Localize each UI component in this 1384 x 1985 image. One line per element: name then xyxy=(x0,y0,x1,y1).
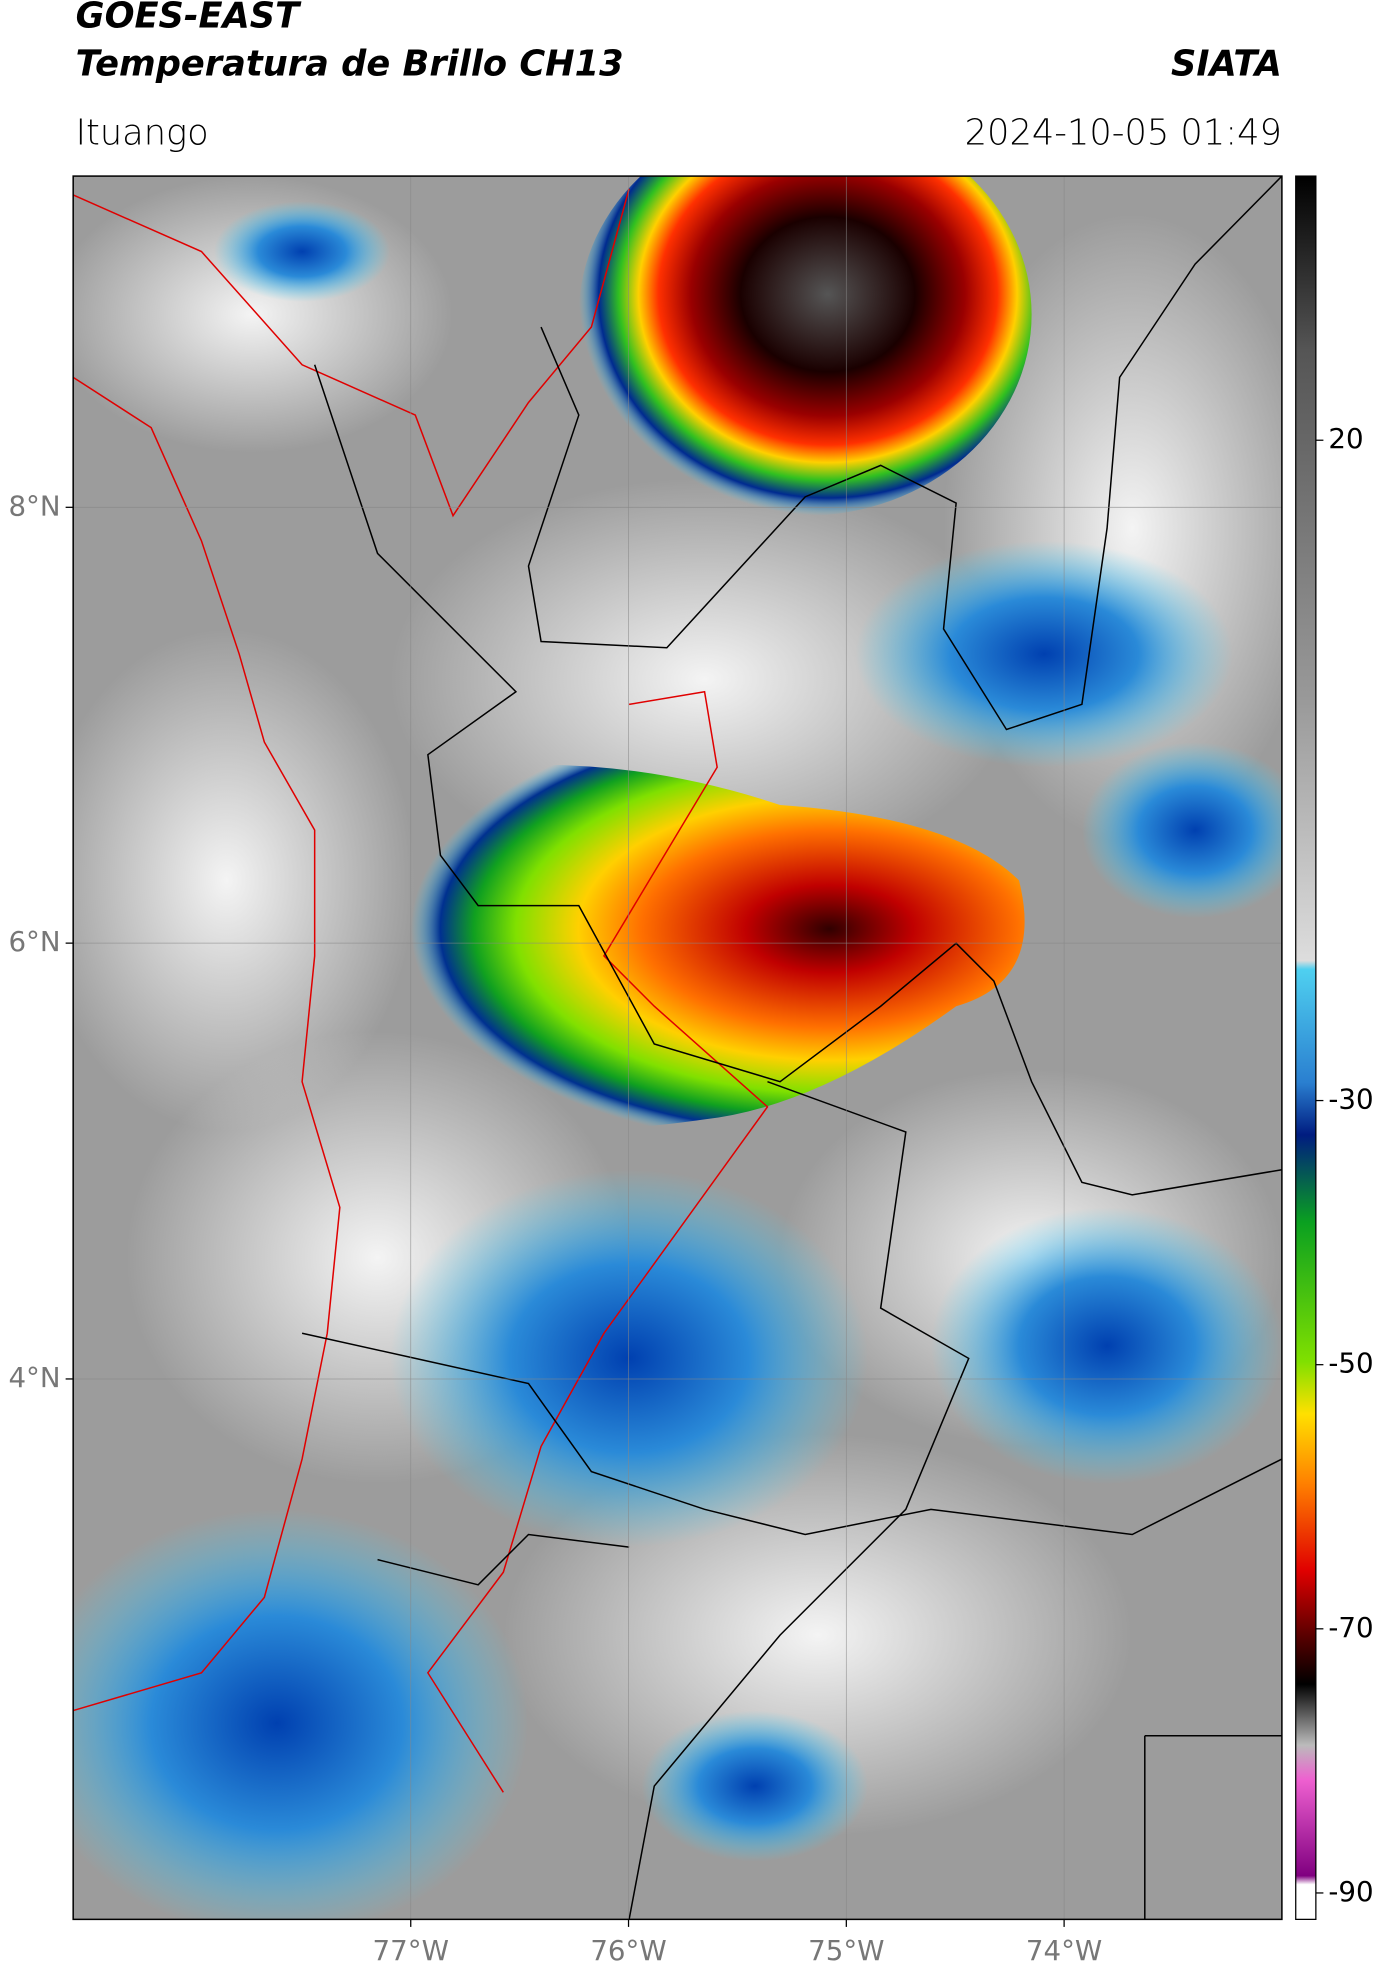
colorbar-tick-label: -90 xyxy=(1328,1875,1373,1908)
graticule xyxy=(73,176,1282,1920)
boundaries xyxy=(72,175,1283,1920)
x-tick-label: 75°W xyxy=(808,1934,884,1967)
x-tick-label: 74°W xyxy=(1026,1934,1102,1967)
location: Ituango xyxy=(76,113,209,154)
title: GOES-EAST xyxy=(76,0,302,37)
y-tick-label: 8°N xyxy=(8,489,60,522)
x-tick-label: 76°W xyxy=(590,1934,666,1967)
map-frame xyxy=(72,175,1283,1921)
colorbar xyxy=(1295,175,1317,1920)
colorbar-tick-label: 20 xyxy=(1328,422,1363,455)
colorbar-tick-label: -50 xyxy=(1328,1347,1373,1380)
x-tick-label: 77°W xyxy=(373,1934,449,1967)
satellite-image xyxy=(73,176,1282,1920)
colorbar-tick-label: -30 xyxy=(1328,1083,1373,1116)
subtitle: Temperatura de Brillo CH13 xyxy=(76,43,624,84)
agency: SIATA xyxy=(1171,43,1282,84)
y-tick-label: 4°N xyxy=(8,1361,60,1394)
timestamp: 2024-10-05 01:49 xyxy=(965,113,1282,154)
colorbar-tick-label: -70 xyxy=(1328,1611,1373,1644)
y-tick-label: 6°N xyxy=(8,925,60,958)
